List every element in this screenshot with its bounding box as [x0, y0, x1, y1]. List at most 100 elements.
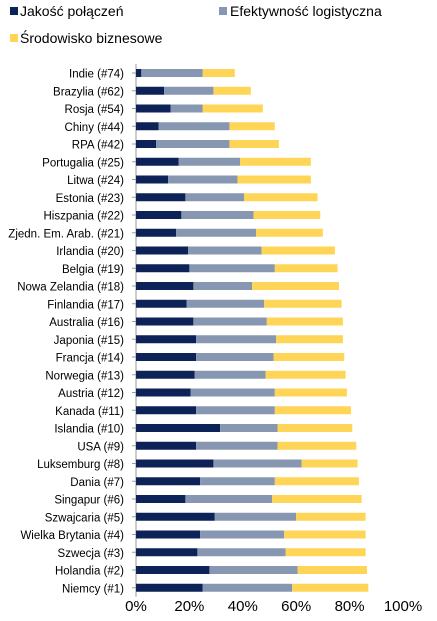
bar-segment-3 — [274, 477, 359, 486]
bar-segment-1 — [136, 86, 165, 95]
bar-segment-2 — [141, 69, 203, 77]
bar-segment-3 — [277, 424, 353, 432]
legend-swatch-3 — [10, 34, 18, 42]
bar-segment-1 — [136, 512, 215, 521]
bar-segment-3 — [274, 388, 347, 397]
x-tick-label: 80% — [335, 598, 365, 615]
bar-segment-2 — [164, 86, 214, 95]
bar-segment-3 — [266, 317, 343, 326]
legend-item-2: Efektywność logistyczna — [219, 3, 382, 19]
legend-label-1: Jakość połączeń — [20, 3, 124, 19]
x-tick-label: 100% — [384, 598, 422, 615]
plot-area: Indie (#74) Brazylia (#62) Rosja (#54) Chin… — [8, 64, 422, 615]
category-label: Brazylia (#62) — [53, 86, 124, 98]
bar-segment-2 — [200, 477, 275, 486]
bar-segment-3 — [237, 175, 311, 184]
bar-segment-2 — [220, 424, 278, 432]
bar-segment-1 — [136, 211, 182, 219]
bar-segment-1 — [136, 246, 189, 255]
category-label: Rosja (#54) — [65, 104, 125, 116]
bar-segment-2 — [196, 353, 274, 361]
category-label: Zjedn. Em. Arab. (#21) — [8, 228, 124, 240]
category-label: Nowa Zelandia (#18) — [17, 282, 124, 294]
bar-segment-3 — [229, 140, 279, 148]
bar-segment-1 — [136, 69, 142, 77]
legend-swatch-2 — [219, 7, 227, 15]
bar-segment-1 — [136, 566, 210, 574]
category-label: Australia (#16) — [49, 317, 124, 329]
bar-segment-1 — [136, 228, 177, 237]
category-label: Belgia (#19) — [62, 264, 124, 276]
category-label: Irlandia (#20) — [56, 246, 124, 258]
bar-segment-2 — [196, 335, 277, 344]
bar-segment-3 — [284, 530, 366, 539]
bar-segment-1 — [136, 264, 190, 273]
bar-segment-1 — [136, 104, 171, 113]
bar-segment-2 — [170, 104, 203, 113]
bar-segment-2 — [186, 299, 265, 308]
bar-segment-1 — [136, 441, 197, 450]
category-label: Chiny (#44) — [65, 122, 125, 134]
bar-segment-1 — [136, 122, 159, 131]
bar-segment-2 — [213, 459, 302, 468]
bar-segment-1 — [136, 335, 197, 344]
bar-segment-3 — [264, 299, 342, 308]
legend-swatch-1 — [10, 7, 18, 15]
bar-segment-2 — [168, 175, 238, 184]
category-label: Portugalia (#25) — [42, 157, 124, 169]
bar-segment-3 — [240, 157, 311, 166]
bar-segment-2 — [156, 140, 230, 148]
bar-segment-2 — [214, 512, 297, 521]
bar-segment-2 — [196, 406, 275, 415]
bar-segment-1 — [136, 140, 157, 148]
category-label: Holandia (#2) — [55, 566, 124, 578]
bar-segment-3 — [252, 282, 339, 290]
category-label: RPA (#42) — [72, 140, 124, 152]
x-tick-label: 20% — [174, 598, 204, 615]
x-tick-label: 0% — [125, 598, 147, 615]
bar-segment-3 — [202, 104, 263, 113]
x-tick-label: 40% — [228, 598, 258, 615]
bar-segment-1 — [136, 548, 198, 557]
bar-segment-1 — [136, 388, 191, 397]
bar-segment-3 — [301, 459, 358, 468]
category-label: Hiszpania (#22) — [43, 211, 124, 223]
bar-segment-1 — [136, 299, 187, 308]
bar-segment-1 — [136, 193, 186, 202]
bar-segment-3 — [202, 69, 235, 77]
bar-segment-2 — [193, 317, 267, 326]
category-label: Singapur (#6) — [54, 495, 124, 507]
bar-segment-1 — [136, 477, 201, 486]
bar-segment-1 — [136, 370, 195, 379]
bar-segment-3 — [292, 583, 369, 592]
bar-segment-3 — [277, 441, 357, 450]
category-label: Wielka Brytania (#4) — [20, 530, 124, 542]
category-label: Kanada (#11) — [55, 406, 124, 418]
bar-segment-2 — [188, 246, 262, 255]
bar-segment-2 — [181, 211, 254, 219]
category-label: Litwa (#24) — [67, 175, 124, 187]
bar-segment-3 — [253, 211, 321, 219]
bar-segment-1 — [136, 282, 194, 290]
bar-segment-1 — [136, 353, 197, 361]
bar-segment-2 — [185, 495, 273, 503]
bar-segment-3 — [256, 228, 323, 237]
bar-segment-3 — [213, 86, 251, 95]
bar-segment-3 — [272, 495, 362, 503]
bar-segment-1 — [136, 583, 203, 592]
bar-segment-3 — [229, 122, 275, 131]
legend-label-3: Środowisko biznesowe — [20, 29, 163, 46]
category-label: Indie (#74) — [69, 69, 124, 81]
bar-segment-2 — [185, 193, 245, 202]
category-label: Japonia (#15) — [54, 335, 124, 347]
bar-segment-1 — [136, 530, 201, 539]
bar-segment-2 — [189, 264, 275, 273]
bar-segment-2 — [196, 441, 278, 450]
legend-label-2: Efektywność logistyczna — [230, 3, 382, 19]
bar-segment-3 — [273, 353, 345, 361]
bar-segment-3 — [274, 264, 338, 273]
bar-segment-2 — [178, 157, 241, 166]
bar-segment-2 — [194, 370, 266, 379]
bar-segment-3 — [285, 548, 366, 557]
bar-segment-2 — [193, 282, 253, 290]
